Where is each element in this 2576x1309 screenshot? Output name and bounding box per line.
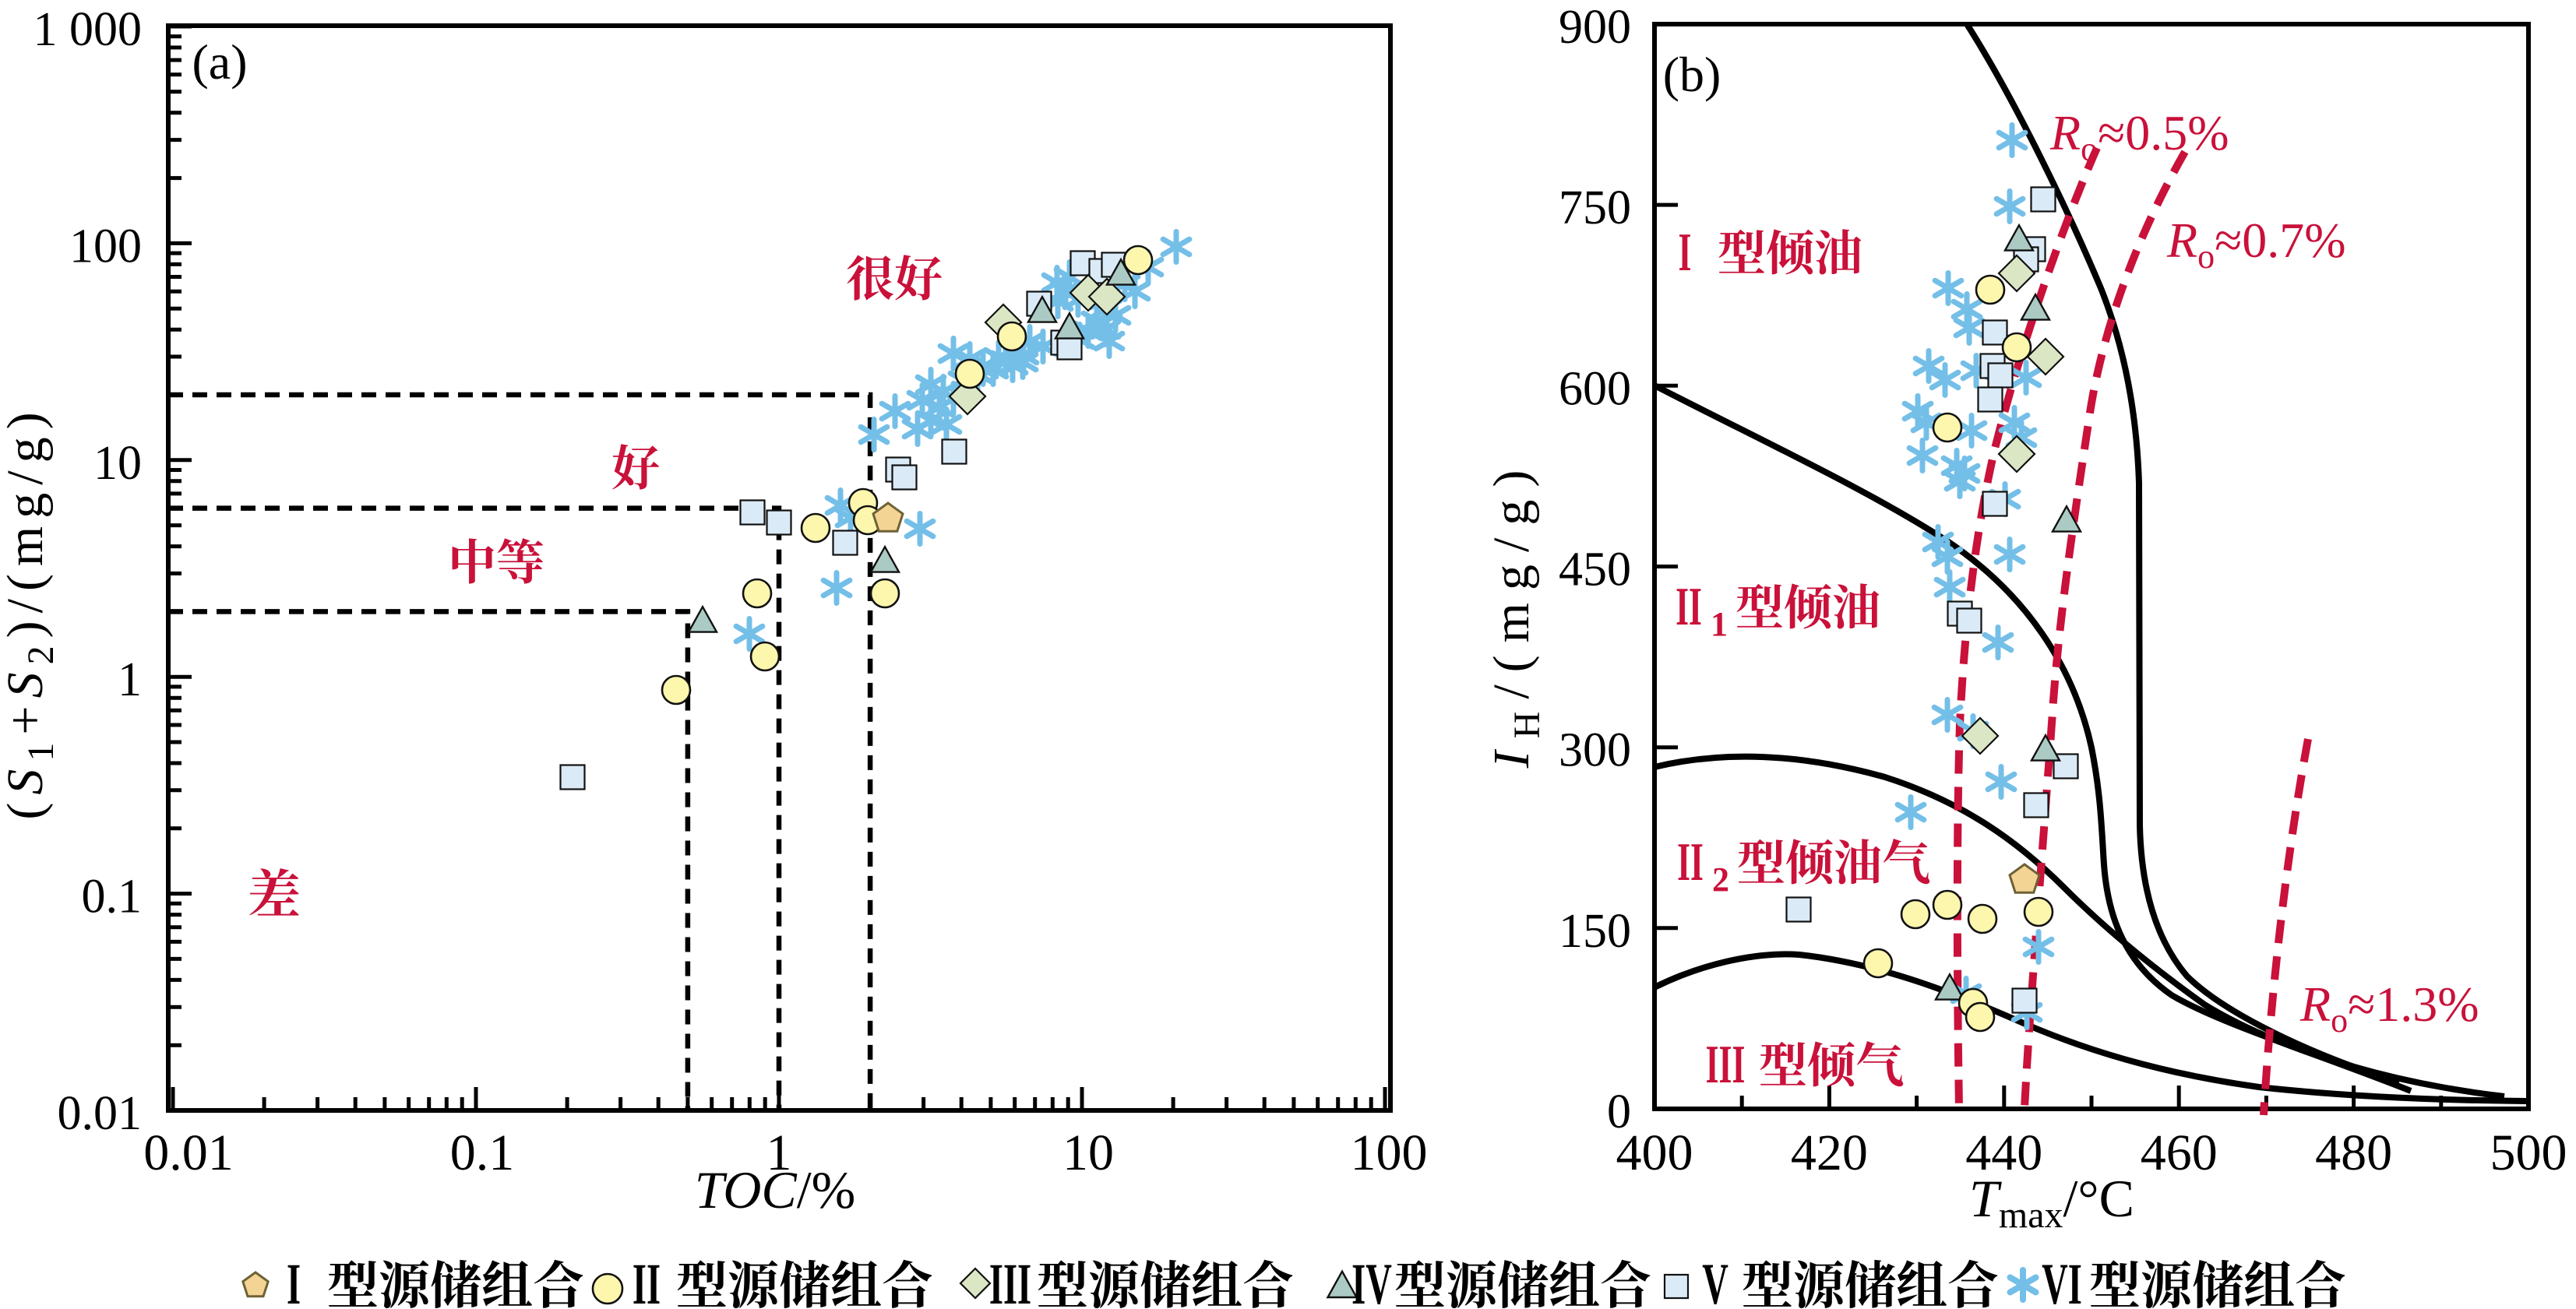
svg-text:0.1: 0.1 [82,871,143,924]
svg-text:10: 10 [93,437,142,490]
svg-text:II: II [1676,575,1702,636]
svg-text:450: 450 [1559,544,1631,596]
svg-text:TOC/%: TOC/% [695,1160,856,1219]
svg-text:II: II [1677,831,1704,892]
svg-text:(a): (a) [192,34,247,90]
svg-text:Tmax/°C: Tmax/°C [1969,1169,2134,1236]
svg-text:Ro≈1.3%: Ro≈1.3% [2299,976,2479,1040]
svg-text:600: 600 [1559,362,1631,415]
svg-text:(b): (b) [1663,47,1721,102]
svg-text:440: 440 [1965,1124,2042,1181]
svg-text:VI: VI [2042,1252,2082,1309]
svg-text:500: 500 [2490,1124,2567,1181]
svg-text:460: 460 [2141,1124,2218,1181]
svg-text:II: II [633,1252,661,1309]
svg-text:150: 150 [1559,905,1631,958]
svg-text:Ro≈0.7%: Ro≈0.7% [2166,213,2346,276]
svg-text:400: 400 [1616,1124,1693,1181]
svg-text:480: 480 [2315,1124,2392,1181]
svg-text:0.1: 0.1 [450,1124,515,1181]
svg-text:III: III [1706,1033,1746,1094]
svg-text:(S1+S2)/(mg/g): (S1+S2)/(mg/g) [0,404,62,819]
svg-text:1: 1 [118,653,142,706]
svg-text:2: 2 [1712,860,1729,899]
svg-text:I: I [287,1252,301,1309]
svg-text:900: 900 [1559,1,1631,54]
svg-text:420: 420 [1791,1124,1868,1181]
svg-text:1 000: 1 000 [33,3,143,56]
svg-text:10: 10 [1062,1124,1114,1181]
svg-text:I: I [1679,221,1692,282]
svg-text:IV: IV [1351,1252,1392,1309]
svg-text:Ro≈0.5%: Ro≈0.5% [2049,105,2229,168]
svg-text:750: 750 [1559,181,1631,234]
svg-text:1: 1 [766,1124,792,1181]
svg-text:100: 100 [1351,1124,1428,1181]
svg-text:IH/(mg/g): IH/(mg/g) [1483,458,1548,769]
svg-text:0: 0 [1607,1086,1631,1138]
svg-text:1: 1 [1711,605,1728,643]
svg-text:V: V [1702,1252,1728,1309]
svg-text:300: 300 [1559,724,1631,777]
svg-text:0.01: 0.01 [58,1087,143,1140]
svg-text:0.01: 0.01 [143,1124,234,1181]
svg-text:III: III [989,1252,1031,1309]
svg-text:100: 100 [69,220,142,273]
